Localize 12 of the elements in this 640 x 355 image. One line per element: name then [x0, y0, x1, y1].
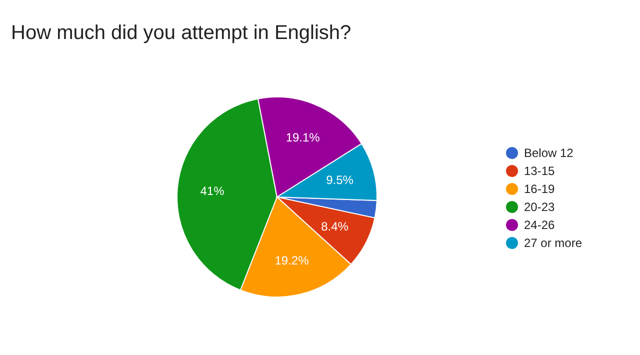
legend-label: 16-19 [524, 180, 555, 198]
legend-label: Below 12 [524, 144, 574, 162]
data-label: 41% [200, 184, 225, 198]
chart-title: How much did you attempt in English? [10, 21, 352, 46]
data-label: 19.1% [286, 130, 320, 144]
legend-label: 20-23 [524, 198, 555, 216]
data-label: 19.2% [274, 253, 310, 268]
data-label: 8.4% [321, 220, 349, 234]
legend-label: 27 or more [524, 234, 582, 252]
data-label: 9.5% [326, 173, 354, 188]
legend-label: 13-15 [524, 162, 555, 180]
legend-label: 24-26 [524, 216, 555, 234]
